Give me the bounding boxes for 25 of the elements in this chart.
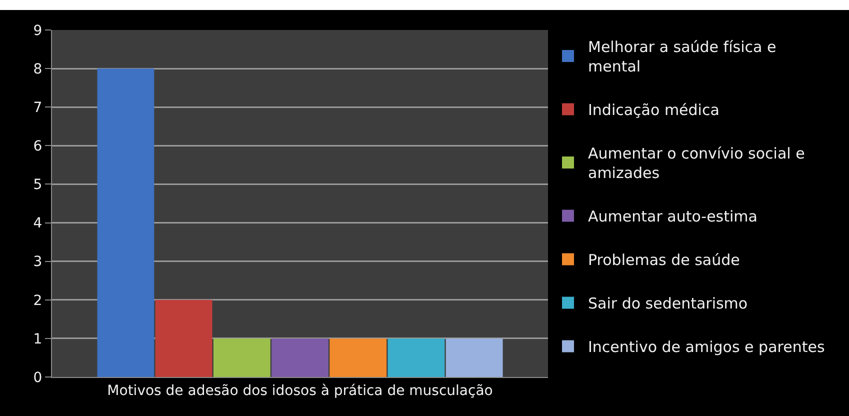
bar xyxy=(213,338,270,377)
y-tick-label: 3 xyxy=(33,254,42,270)
y-tick-label: 4 xyxy=(33,216,42,232)
legend-label: Incentivo de amigos e parentes xyxy=(588,338,825,356)
legend-label: Aumentar o convívio social e amizades xyxy=(588,144,805,182)
y-tick-label: 0 xyxy=(33,370,42,386)
bar xyxy=(97,68,154,377)
bar xyxy=(330,338,387,377)
bar xyxy=(388,338,445,377)
bar xyxy=(272,338,328,377)
x-tick-label: Motivos de adesão dos idosos à prática de musculação xyxy=(107,382,493,399)
y-tick-label: 8 xyxy=(33,61,42,78)
y-tick-label: 9 xyxy=(33,22,42,39)
y-tick-label: 6 xyxy=(33,138,42,155)
bar xyxy=(155,300,212,377)
legend-label: Melhorar a saúde física e mental xyxy=(588,38,776,76)
y-tick-label: 5 xyxy=(33,177,42,194)
y-tick-label: 2 xyxy=(33,292,42,309)
legend-label: Aumentar auto-estima xyxy=(588,208,758,226)
y-tick-label: 1 xyxy=(33,331,42,348)
legend-label: Problemas de saúde xyxy=(588,251,740,270)
legend-label: Sair do sedentarismo xyxy=(588,294,748,313)
bar xyxy=(446,338,503,377)
legend-label: Indicação médica xyxy=(588,101,720,120)
y-tick-label: 7 xyxy=(33,100,42,116)
